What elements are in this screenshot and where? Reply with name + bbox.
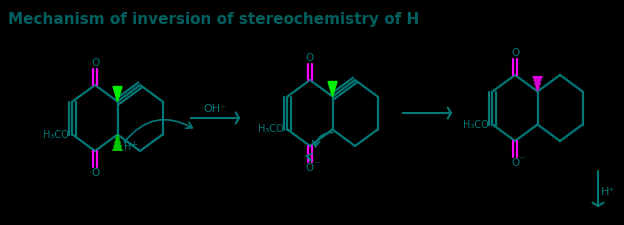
Text: Mechanism of inversion of stereochemistry of H: Mechanism of inversion of stereochemistr… [8, 12, 419, 27]
Polygon shape [328, 81, 337, 97]
Text: O: O [306, 53, 314, 63]
Text: ⁻: ⁻ [314, 160, 319, 170]
Text: H₃CO: H₃CO [463, 119, 489, 130]
Text: +: + [130, 140, 137, 149]
Text: ⁻: ⁻ [519, 155, 525, 165]
Text: O: O [306, 163, 314, 173]
Text: H₃CO: H₃CO [258, 124, 283, 135]
Text: O: O [511, 48, 519, 58]
Text: H₃CO: H₃CO [42, 130, 69, 140]
FancyArrowPatch shape [124, 120, 192, 142]
Text: O: O [511, 158, 519, 168]
Text: O: O [91, 168, 99, 178]
FancyArrowPatch shape [313, 133, 333, 147]
FancyArrowPatch shape [306, 153, 312, 161]
Text: H: H [124, 142, 131, 153]
Polygon shape [113, 86, 122, 101]
Text: OH⁻: OH⁻ [203, 104, 227, 114]
Text: H⁺: H⁺ [601, 187, 615, 197]
Text: O: O [91, 58, 99, 68]
